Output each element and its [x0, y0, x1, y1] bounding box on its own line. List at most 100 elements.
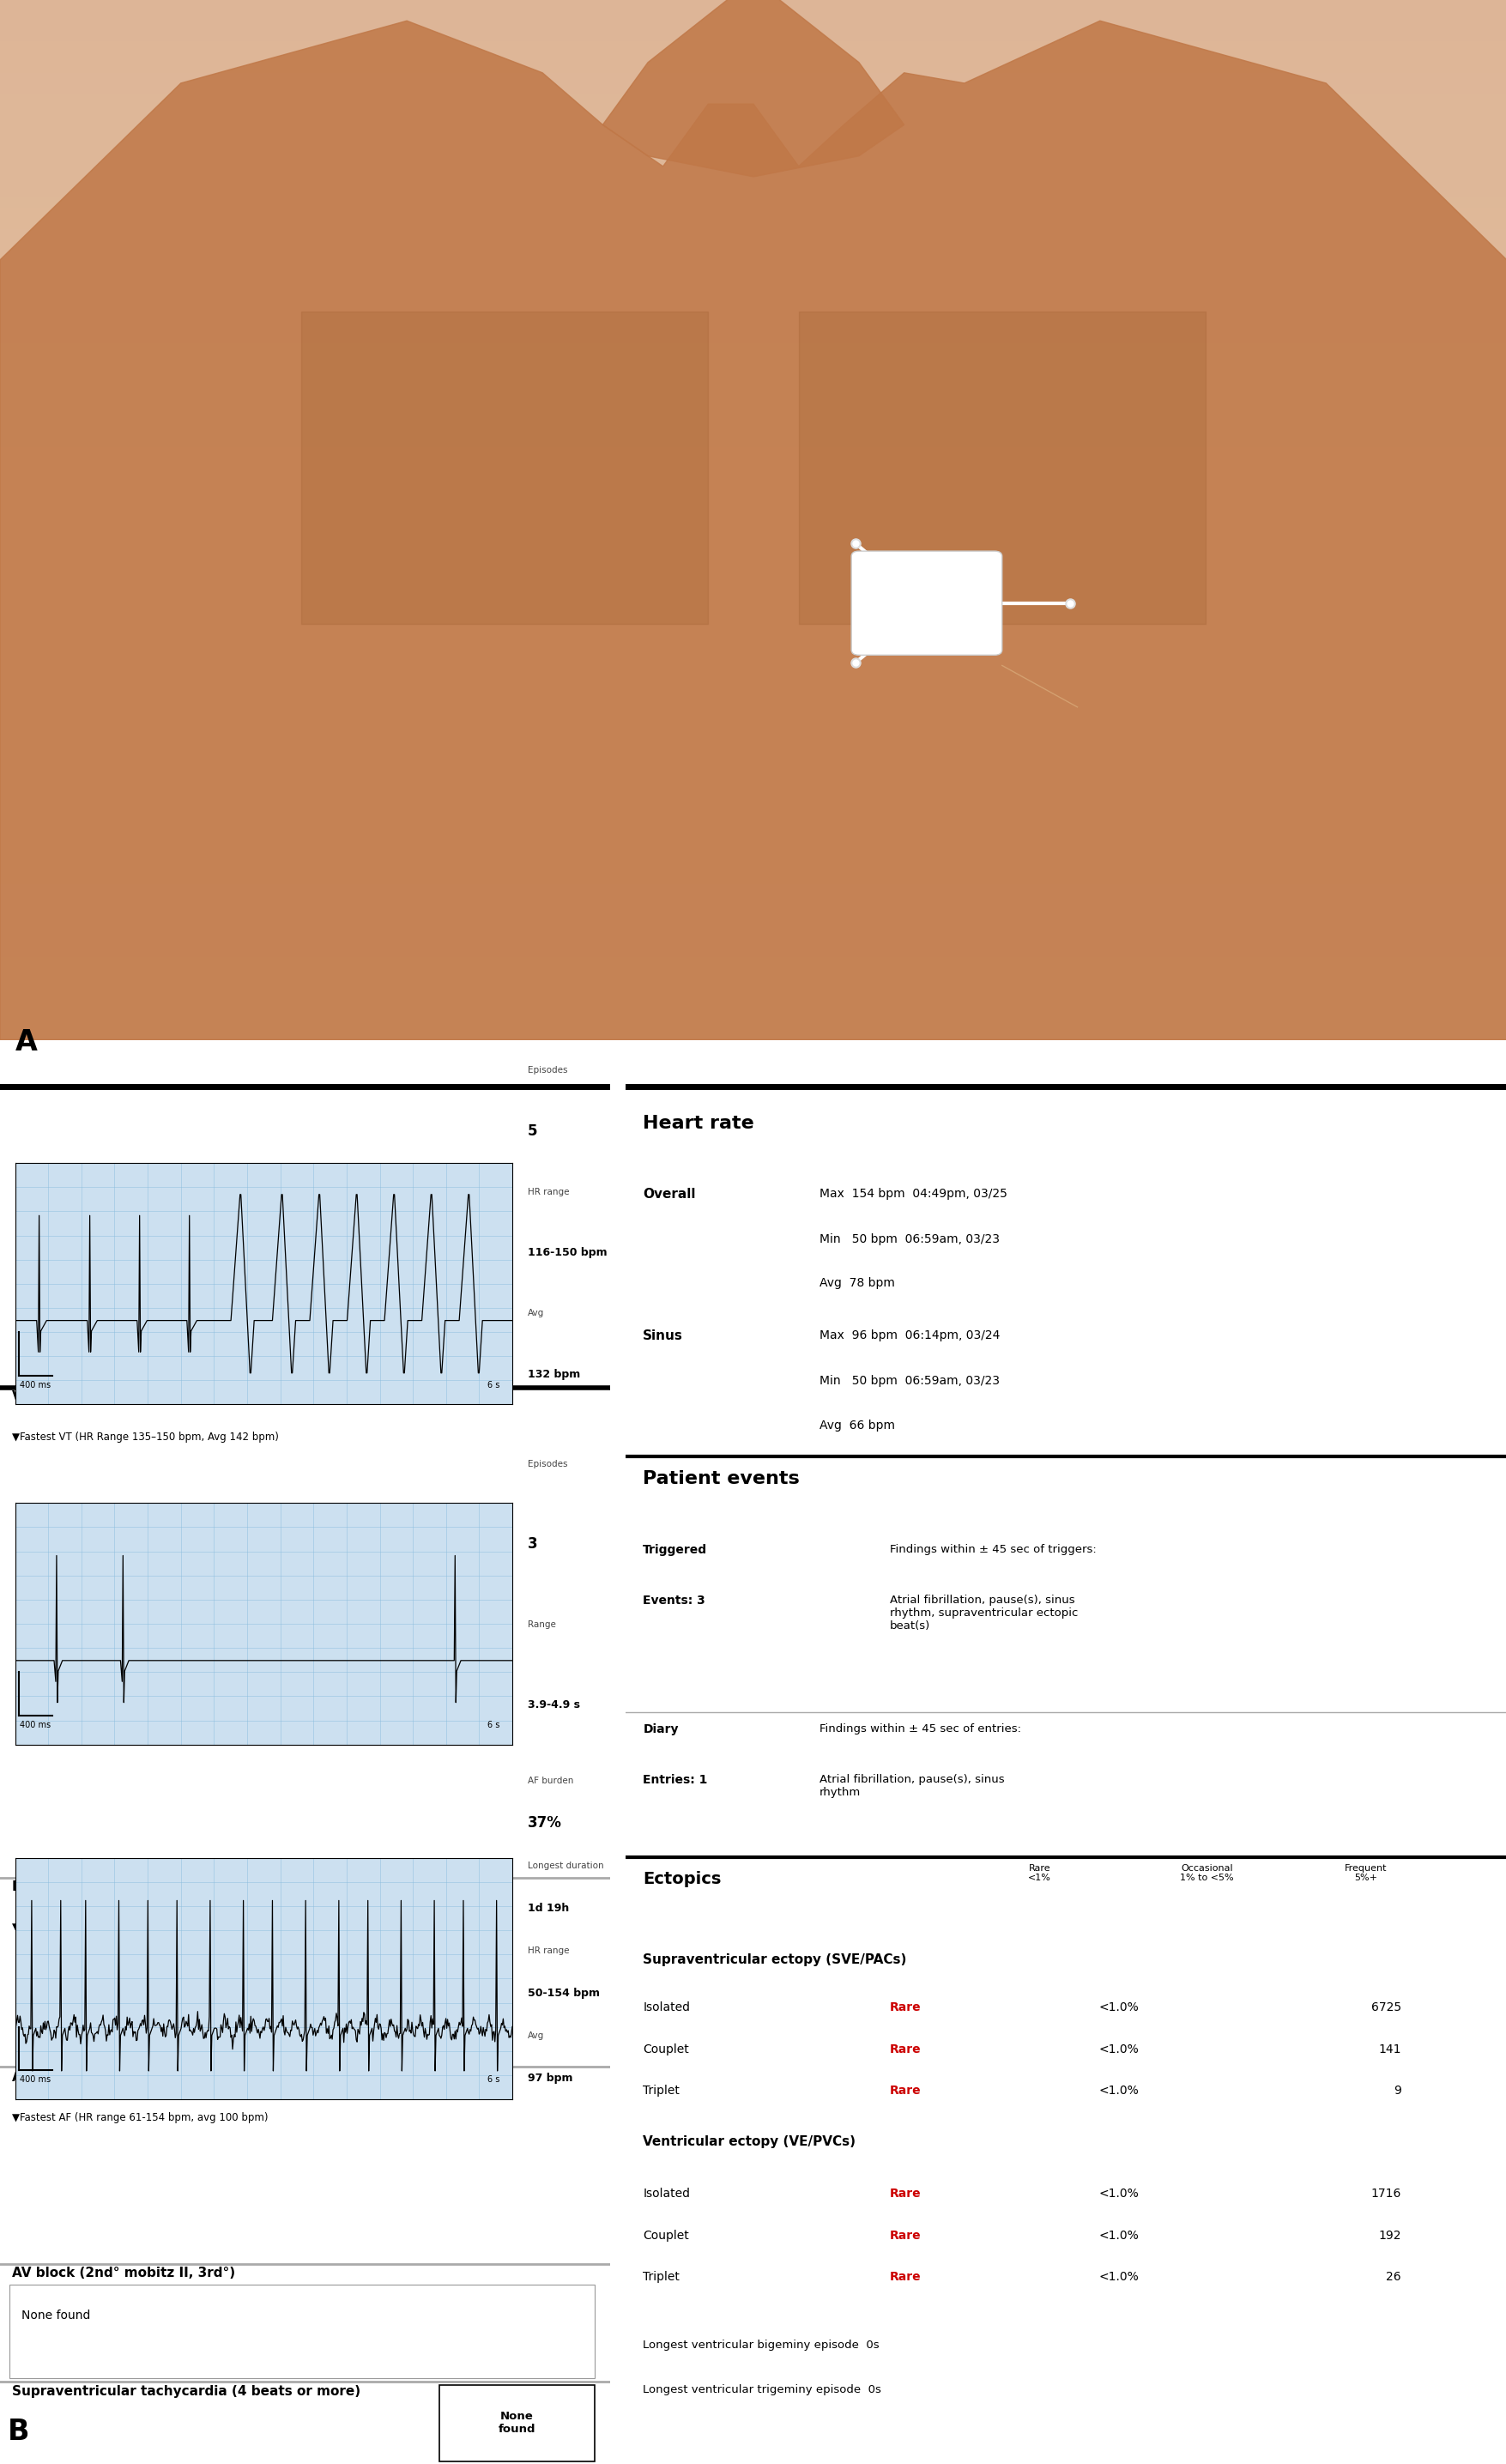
Bar [0, 62, 1506, 74]
Text: Avg  78 bpm: Avg 78 bpm [819, 1276, 895, 1289]
Bar [0, 291, 1506, 301]
Bar [0, 614, 1506, 623]
Bar [0, 426, 1506, 436]
Text: Longest ventricular trigeminy episode  0s: Longest ventricular trigeminy episode 0s [643, 2385, 881, 2395]
Bar [0, 145, 1506, 155]
Bar [0, 446, 1506, 458]
Text: 50-154 bpm: 50-154 bpm [527, 1988, 599, 1998]
Bar [0, 352, 1506, 365]
Bar [0, 84, 1506, 94]
Text: 3: 3 [527, 1538, 538, 1552]
Bar [0, 655, 1506, 665]
Bar [0, 416, 1506, 426]
Text: ▼Longest pause (4.9 s, 12 bpm): ▼Longest pause (4.9 s, 12 bpm) [12, 1922, 175, 1932]
Polygon shape [301, 313, 708, 623]
Text: 400 ms: 400 ms [20, 2075, 51, 2085]
Bar [0, 32, 1506, 42]
Text: 400 ms: 400 ms [20, 1720, 51, 1730]
Text: Frequent
5%+: Frequent 5%+ [1343, 1863, 1386, 1882]
Bar [0, 904, 1506, 914]
Text: <1.0%: <1.0% [1098, 2085, 1139, 2097]
Bar [0, 988, 1506, 998]
Bar [0, 727, 1506, 739]
Bar [0, 394, 1506, 407]
Text: 400 ms: 400 ms [20, 1380, 51, 1390]
FancyBboxPatch shape [440, 2385, 595, 2462]
Bar [0, 155, 1506, 168]
Bar [0, 458, 1506, 468]
Bar [0, 20, 1506, 32]
Bar [0, 323, 1506, 333]
Text: Diary: Diary [643, 1722, 678, 1735]
Bar [0, 717, 1506, 727]
Bar [0, 749, 1506, 759]
Text: Rare: Rare [889, 2043, 920, 2055]
Bar [0, 1020, 1506, 1030]
Text: Events: 3: Events: 3 [643, 1594, 705, 1607]
Text: Avg: Avg [527, 2030, 544, 2040]
Text: 1d 19h: 1d 19h [527, 1902, 568, 1915]
Bar [0, 956, 1506, 966]
Text: Avg: Avg [527, 1308, 544, 1318]
Bar [0, 113, 1506, 126]
Text: 6 s: 6 s [488, 2075, 500, 2085]
Polygon shape [798, 313, 1205, 623]
Text: Isolated: Isolated [643, 2001, 690, 2013]
Bar [0, 333, 1506, 342]
Text: Findings within ± 45 sec of entries:: Findings within ± 45 sec of entries: [819, 1722, 1021, 1735]
Bar [0, 646, 1506, 655]
Text: 37%: 37% [527, 1816, 562, 1831]
Bar [0, 1008, 1506, 1020]
Text: Rare
<1%: Rare <1% [1027, 1863, 1051, 1882]
Bar [0, 384, 1506, 394]
Text: Patient triggered: Patient triggered [384, 1915, 476, 1924]
Bar [0, 946, 1506, 956]
Text: Entries: 1: Entries: 1 [643, 1774, 708, 1786]
Bar [0, 187, 1506, 197]
Bar [0, 811, 1506, 821]
Bar [0, 582, 1506, 594]
Text: None found: None found [21, 2309, 90, 2321]
Text: 6 s: 6 s [488, 1720, 500, 1730]
Text: <1.0%: <1.0% [1098, 2188, 1139, 2200]
Text: <1.0%: <1.0% [1098, 2230, 1139, 2242]
Text: Atrial fibrillation, pause(s), sinus
rhythm: Atrial fibrillation, pause(s), sinus rhy… [819, 1774, 1003, 1799]
Bar [0, 249, 1506, 259]
Text: ▼Fastest VT (HR Range 135–150 bpm, Avg 142 bpm): ▼Fastest VT (HR Range 135–150 bpm, Avg 1… [12, 1432, 279, 1444]
Bar [0, 168, 1506, 177]
Bar [0, 853, 1506, 862]
Text: Min   50 bpm  06:59am, 03/23: Min 50 bpm 06:59am, 03/23 [819, 1232, 998, 1244]
Text: AV block (2nd° mobitz II, 3rd°): AV block (2nd° mobitz II, 3rd°) [12, 2267, 235, 2279]
Text: Rare: Rare [889, 2188, 920, 2200]
Text: Max  154 bpm  04:49pm, 03/25: Max 154 bpm 04:49pm, 03/25 [819, 1188, 1006, 1200]
Bar [0, 478, 1506, 488]
Text: Occasional
1% to <5%: Occasional 1% to <5% [1179, 1863, 1233, 1882]
Text: 1716: 1716 [1370, 2188, 1401, 2200]
Text: Supraventricular ectopy (SVE/PACs): Supraventricular ectopy (SVE/PACs) [643, 1954, 907, 1966]
Bar [0, 0, 1506, 10]
Text: Findings within ± 45 sec of triggers:: Findings within ± 45 sec of triggers: [889, 1542, 1096, 1555]
Bar [0, 978, 1506, 988]
Bar [0, 281, 1506, 291]
Polygon shape [602, 0, 904, 177]
Bar [0, 843, 1506, 853]
Bar [0, 126, 1506, 136]
Bar [0, 675, 1506, 687]
Bar [0, 739, 1506, 749]
Bar [0, 207, 1506, 219]
Bar [0, 779, 1506, 791]
Bar [0, 488, 1506, 500]
Bar [0, 301, 1506, 313]
Bar [0, 562, 1506, 572]
Bar [0, 313, 1506, 323]
Text: <1.0%: <1.0% [1098, 2001, 1139, 2013]
Bar [0, 42, 1506, 52]
Bar [0, 801, 1506, 811]
Bar [0, 510, 1506, 520]
Bar [0, 74, 1506, 84]
Bar [0, 365, 1506, 375]
Bar [0, 552, 1506, 562]
Bar [0, 914, 1506, 926]
Text: HR range: HR range [527, 1947, 569, 1954]
Text: Supraventricular tachycardia (4 beats or more): Supraventricular tachycardia (4 beats or… [12, 2385, 360, 2397]
